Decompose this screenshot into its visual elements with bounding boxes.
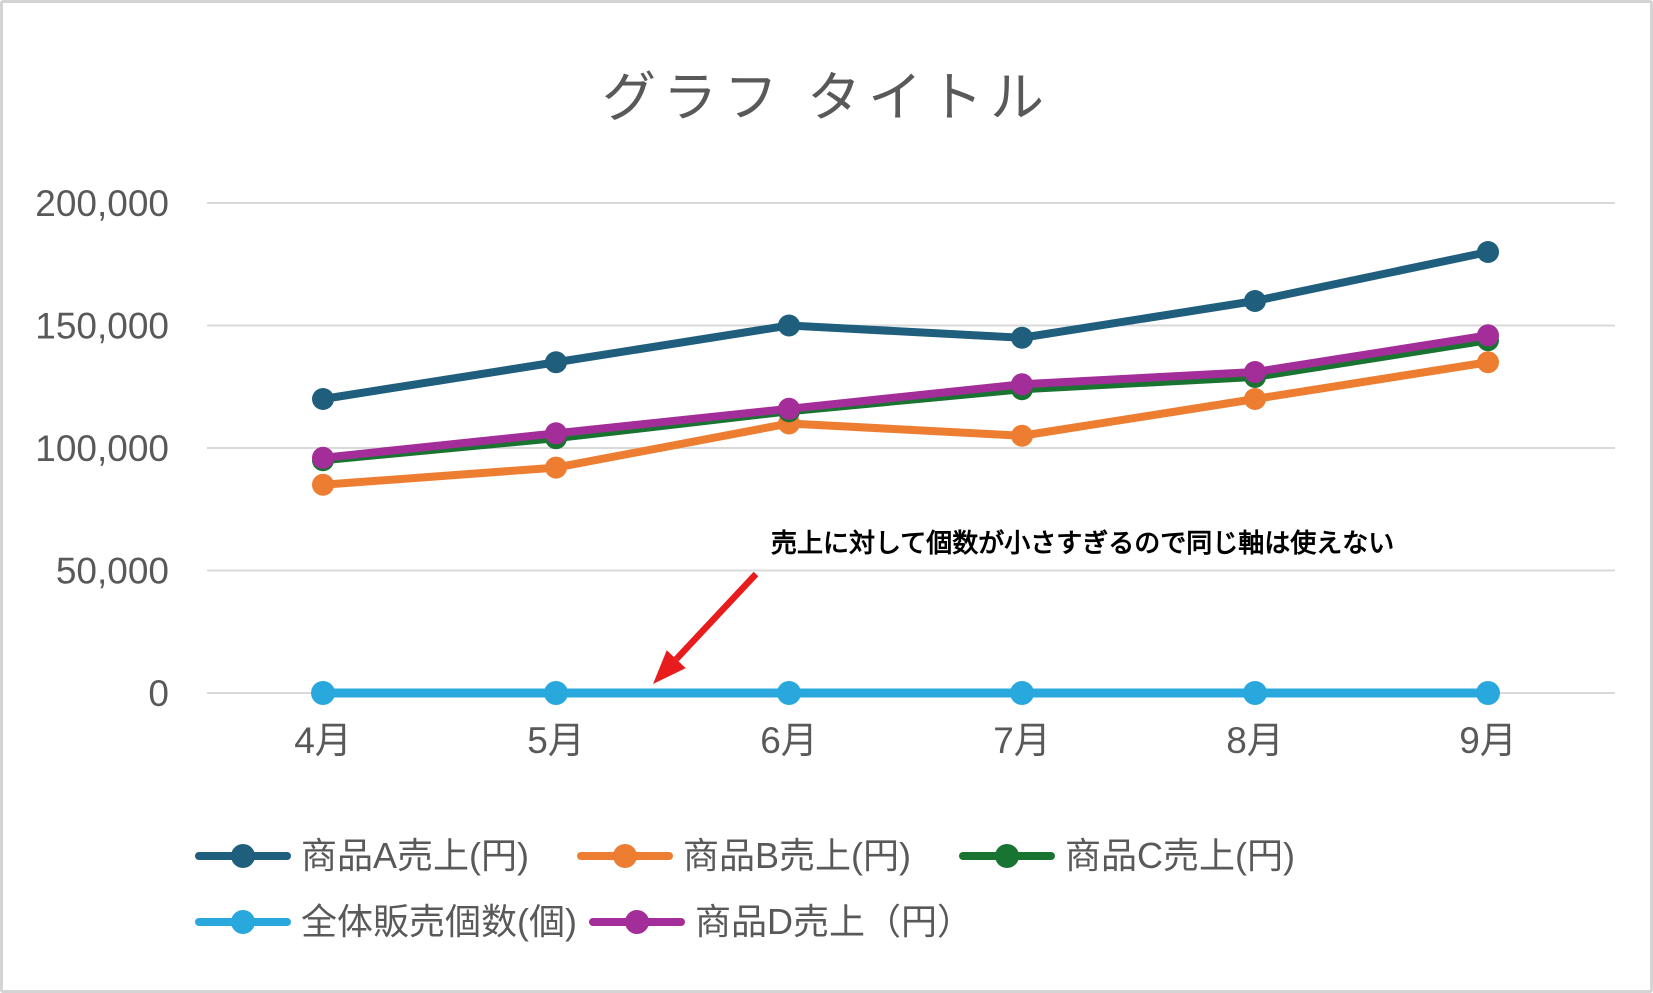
series-4-marker (1477, 324, 1499, 347)
series-1-marker (1244, 388, 1266, 410)
legend-item-3: 全体販売個数(個) (195, 899, 577, 945)
y-tick-label: 0 (148, 673, 169, 714)
series-1-marker (1477, 351, 1499, 374)
series-0-marker (778, 314, 800, 337)
series-3-marker (544, 681, 568, 705)
series-1-marker (312, 473, 334, 496)
series-4-marker (545, 422, 567, 445)
series-4-marker (312, 446, 334, 469)
series-4-marker (1011, 373, 1033, 396)
x-tick-label: 5月 (527, 720, 585, 761)
series-3-marker (1010, 681, 1034, 705)
x-tick-label: 8月 (1226, 720, 1284, 761)
y-tick-label: 150,000 (35, 306, 169, 347)
annotation-arrow-shaft (673, 571, 759, 662)
series-0-marker (1477, 241, 1499, 263)
legend-swatch (195, 909, 291, 935)
legend-label: 商品D売上（円） (694, 901, 973, 942)
series-4-marker (1244, 361, 1266, 384)
legend-row: 商品A売上(円) 商品B売上(円) 商品C売上(円) (195, 833, 1295, 879)
x-tick-label: 9月 (1459, 720, 1517, 761)
legend-item-2: 商品C売上(円) (959, 833, 1295, 879)
series-4-line (319, 331, 1492, 462)
plot-area: 0 50,000 100,000 150,000 200,000 4月 5月 6月 7月 8月 9月 (35, 183, 1615, 761)
annotation-text: 売上に対して個数が小さすぎるので同じ軸は使えない (771, 528, 1395, 558)
legend-label: 商品C売上(円) (1065, 835, 1295, 876)
series-0-marker (545, 351, 567, 374)
y-tick-label: 100,000 (35, 428, 169, 469)
legend-item-0: 商品A売上(円) (195, 833, 529, 879)
x-tick-label: 6月 (760, 720, 818, 761)
legend-item-4: 商品D売上（円） (588, 899, 973, 945)
legend-marker-icon (995, 844, 1019, 868)
legend-label: 全体販売個数(個) (301, 901, 577, 942)
series-1-marker (545, 456, 567, 479)
legend-marker-icon (231, 910, 255, 934)
series-3-marker (311, 681, 335, 705)
legend-label: 商品A売上(円) (301, 835, 529, 876)
legend-label: 商品B売上(円) (683, 835, 911, 876)
legend: 商品A売上(円) 商品B売上(円) 商品C売上(円) 全体販売個数(個) 商品D売上（円… (195, 833, 1295, 945)
legend-marker-icon (231, 844, 255, 868)
chart-title: グラフ タイトル (601, 68, 1051, 128)
series-4-marker (778, 397, 800, 420)
series-1-marker (1011, 424, 1033, 447)
series-0-line (319, 248, 1492, 403)
x-tick-label: 4月 (294, 720, 352, 761)
y-tick-label: 200,000 (35, 183, 169, 224)
series-0-marker (1244, 290, 1266, 312)
legend-marker-icon (624, 910, 649, 934)
y-tick-label: 50,000 (56, 551, 169, 592)
x-tick-label: 7月 (993, 720, 1051, 761)
series-3-marker (777, 681, 801, 705)
annotation-arrow-head-icon (653, 650, 686, 684)
series-1-line (319, 358, 1492, 489)
legend-swatch (195, 843, 291, 869)
legend-swatch (588, 909, 685, 935)
series-3-marker (1476, 681, 1500, 705)
series-3-marker (1243, 681, 1267, 705)
series-0-marker (1011, 326, 1033, 349)
legend-item-1: 商品B売上(円) (577, 833, 911, 879)
legend-swatch (577, 843, 673, 869)
legend-row: 全体販売個数(個) 商品D売上（円） (195, 899, 1295, 945)
legend-swatch (959, 843, 1055, 869)
series-0-marker (312, 388, 334, 410)
legend-marker-icon (613, 844, 637, 868)
